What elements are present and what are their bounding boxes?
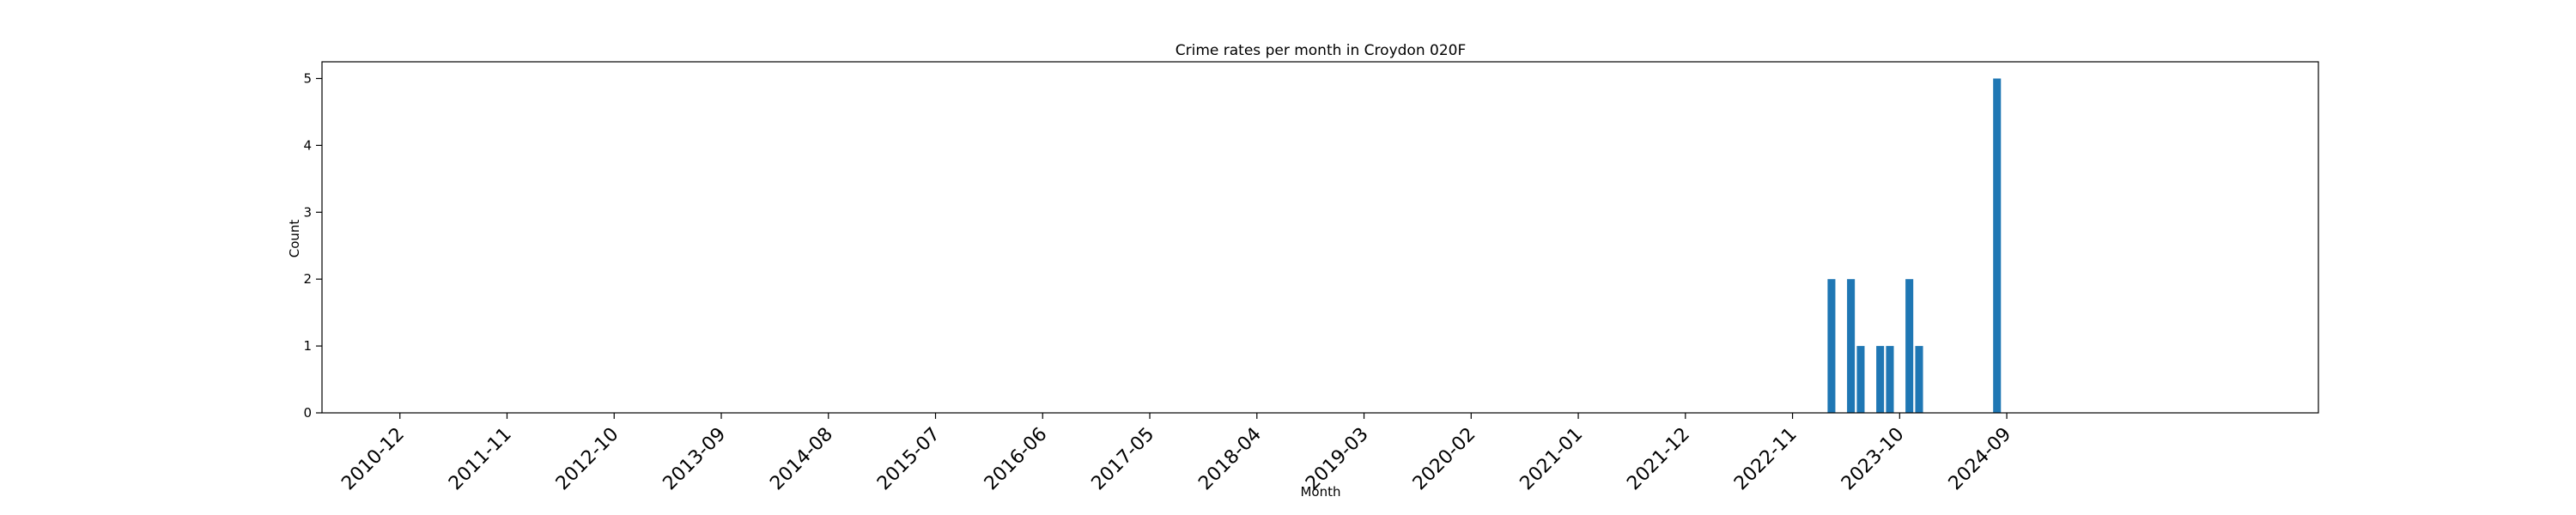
x-tick-label: 2011-11 [445,424,516,495]
bar-2023-11 [1905,279,1914,413]
x-tick-label: 2014-08 [766,424,837,495]
x-tick-label: 2012-10 [552,424,623,495]
y-tick-label: 1 [303,338,312,354]
x-tick-label: 2015-07 [873,424,945,495]
bar-2023-03 [1827,279,1836,413]
x-tick-label: 2020-02 [1409,424,1480,495]
y-tick-label: 4 [303,137,312,153]
x-tick-label: 2010-12 [337,424,409,495]
plot-area [321,61,2319,414]
x-tick-label: 2021-01 [1516,424,1588,495]
x-tick-label: 2016-06 [981,424,1052,495]
x-tick-label: 2023-10 [1838,424,1909,495]
bar-2024-08 [1993,78,2002,413]
y-tick-label: 3 [303,204,312,220]
y-tick-label: 5 [303,70,312,86]
x-tick-label: 2018-04 [1194,424,1266,495]
y-axis: 0 1 2 3 4 5 [303,70,322,421]
x-tick-label: 2024-09 [1945,424,2016,495]
y-tick-label: 2 [303,271,312,287]
y-tick-label: 0 [303,405,312,421]
x-tick-label: 2021-12 [1623,424,1694,495]
bar-2023-06 [1856,346,1865,413]
x-tick-label: 2013-09 [659,424,731,495]
bar-2023-05 [1847,279,1856,413]
bar-2023-09 [1886,346,1894,413]
bar-2023-12 [1915,346,1923,413]
y-axis-label: Count [287,220,302,258]
bars-group [1827,78,2002,413]
x-axis-label: Month [1300,484,1340,500]
x-tick-label: 2022-11 [1730,424,1801,495]
x-tick-label: 2017-05 [1088,424,1159,495]
plot-frame [321,61,2319,414]
bar-2023-08 [1876,346,1885,413]
x-axis: 2010-12 2011-11 2012-10 2013-09 2014-08 2015-… [337,413,2015,494]
chart-title: Crime rates per month in Croydon 020F [1176,42,1466,59]
